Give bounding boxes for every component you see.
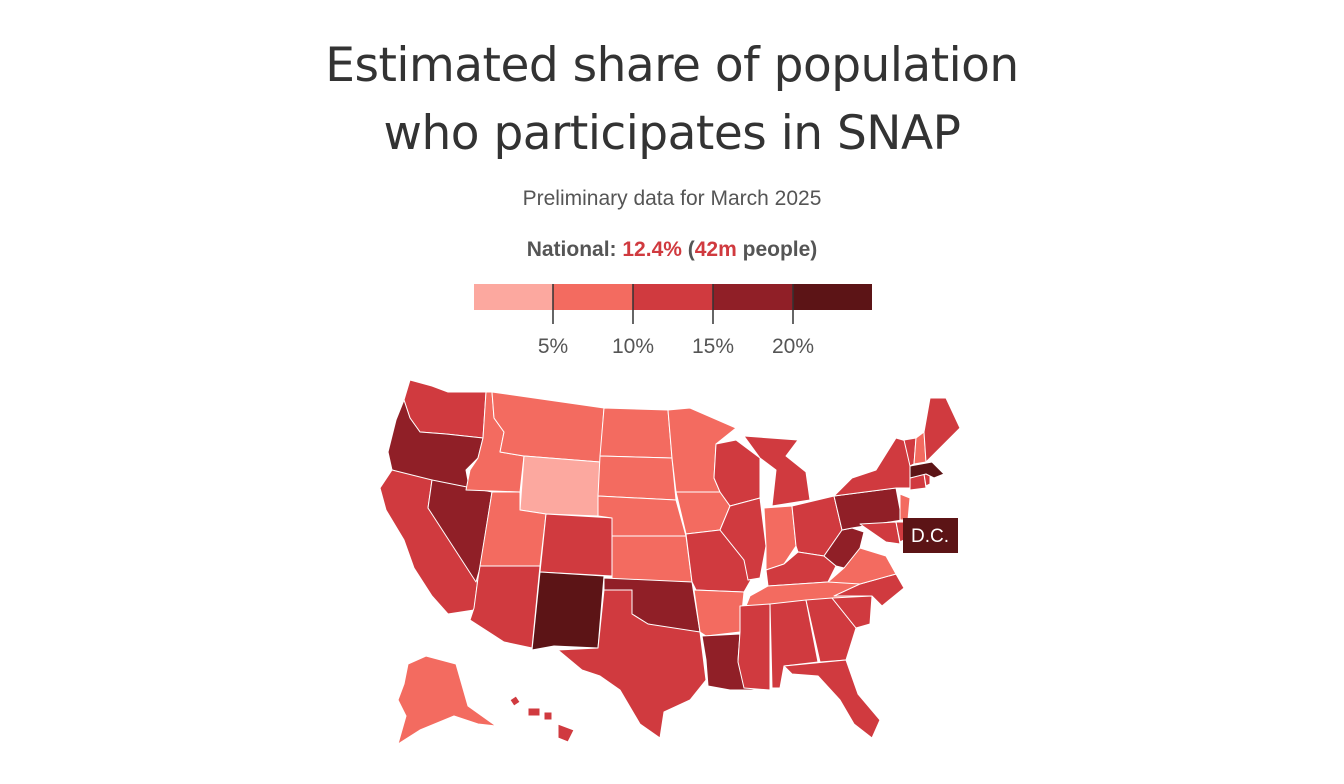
legend-bin-3 — [633, 284, 713, 310]
state-colorado[interactable] — [539, 513, 615, 577]
state-illinois[interactable] — [719, 497, 767, 581]
legend-tick-label-10: 10% — [612, 335, 654, 354]
color-legend: 5% 10% 15% 20% — [474, 284, 872, 354]
legend-bin-5 — [793, 284, 872, 310]
state-massachusetts[interactable] — [909, 461, 945, 479]
state-new-york[interactable] — [833, 437, 917, 497]
state-hawaii-4[interactable] — [557, 723, 575, 743]
state-new-mexico[interactable] — [531, 571, 605, 651]
national-summary: National: 12.4% (42m people) — [0, 238, 1344, 262]
chart-title: Estimated share of population who partic… — [0, 32, 1344, 168]
state-arizona[interactable] — [469, 565, 541, 649]
title-line-2: who participates in SNAP — [383, 106, 961, 161]
state-arkansas[interactable] — [693, 589, 745, 637]
state-michigan[interactable] — [743, 435, 811, 507]
dc-callout-label: D.C. — [911, 526, 949, 547]
state-hawaii-1[interactable] — [509, 695, 521, 707]
state-maryland[interactable] — [859, 521, 901, 545]
legend-tick-label-15: 15% — [692, 335, 734, 354]
state-kansas[interactable] — [611, 535, 693, 583]
state-wyoming[interactable] — [519, 455, 601, 517]
legend-bin-1 — [474, 284, 553, 310]
state-hawaii-3[interactable] — [543, 711, 553, 721]
chart-subtitle: Preliminary data for March 2025 — [522, 187, 822, 210]
national-people-word: people — [736, 238, 811, 261]
legend-tick-label-20: 20% — [772, 335, 814, 354]
legend-bin-4 — [713, 284, 793, 310]
state-north-dakota[interactable] — [599, 407, 673, 459]
title-line-1: Estimated share of population — [325, 38, 1019, 93]
state-south-carolina[interactable] — [831, 595, 873, 629]
national-people-count: 42m — [694, 238, 737, 261]
state-mississippi[interactable] — [737, 603, 771, 691]
state-south-dakota[interactable] — [597, 455, 677, 501]
legend-tick-label-5: 5% — [538, 335, 568, 354]
state-florida[interactable] — [783, 659, 881, 739]
state-georgia[interactable] — [805, 597, 857, 663]
national-close-paren: ) — [810, 238, 818, 261]
state-hawaii-2[interactable] — [527, 707, 541, 717]
national-label: National: — [526, 238, 617, 261]
national-open-paren: ( — [681, 238, 695, 261]
state-alaska[interactable] — [397, 655, 497, 745]
state-montana[interactable] — [491, 391, 605, 463]
us-choropleth-map: D.C. — [379, 375, 970, 754]
national-pct: 12.4% — [622, 238, 682, 261]
state-maine[interactable] — [923, 397, 961, 463]
legend-bin-2 — [553, 284, 633, 310]
state-oregon[interactable] — [387, 399, 484, 493]
dc-callout — [903, 518, 958, 553]
state-texas[interactable] — [557, 589, 707, 739]
state-new-jersey[interactable] — [899, 493, 911, 521]
